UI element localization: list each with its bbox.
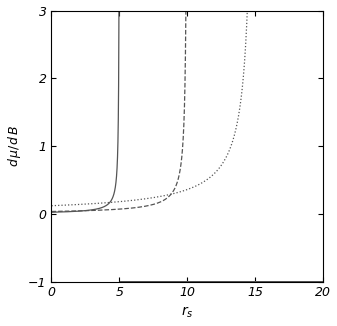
Y-axis label: $d\,\mu/d\,B$: $d\,\mu/d\,B$ xyxy=(5,125,23,167)
X-axis label: $r_s$: $r_s$ xyxy=(181,305,194,320)
